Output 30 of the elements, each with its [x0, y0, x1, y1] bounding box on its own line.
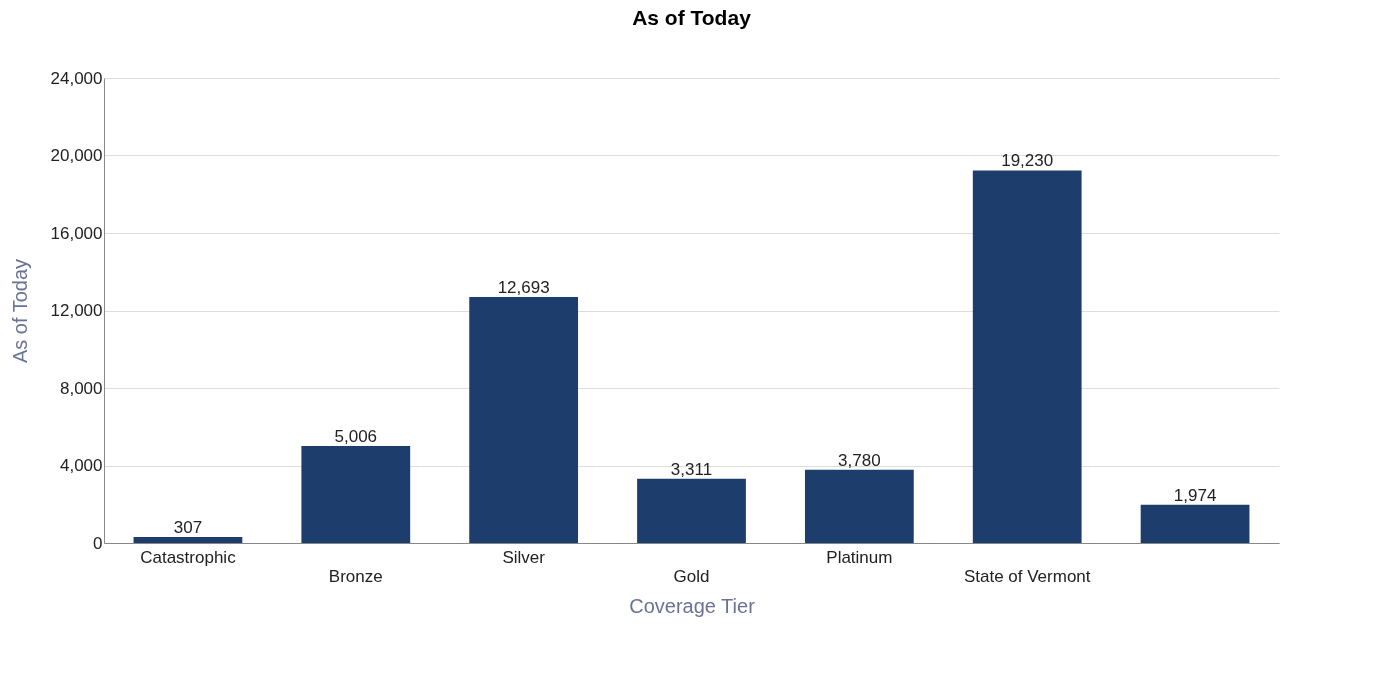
- x-tick-label: Silver: [502, 547, 546, 567]
- bar: [469, 297, 579, 543]
- x-tick-label: Platinum: [826, 547, 893, 567]
- data-label: 19,230: [1001, 151, 1054, 171]
- y-tick-label: 24,000: [50, 68, 103, 88]
- x-tick-label: State of Vermont: [963, 566, 1091, 586]
- chart-title: As of Today: [632, 6, 752, 29]
- data-label: 5,006: [334, 427, 378, 447]
- bar: [1140, 504, 1250, 543]
- y-axis-title: As of Today: [8, 258, 31, 364]
- bar: [301, 446, 411, 543]
- data-label: 3,780: [838, 450, 881, 470]
- y-tick-label: 12,000: [50, 301, 103, 320]
- data-label: 12,693: [497, 278, 550, 298]
- y-tick-label: 8,000: [59, 378, 103, 398]
- y-tick-label: 4,000: [59, 456, 103, 475]
- y-tick-label: 0: [93, 533, 103, 553]
- data-label: 307: [173, 518, 203, 538]
- data-label: 1,974: [1173, 485, 1217, 505]
- bar: [133, 537, 243, 543]
- x-tick-label: Bronze: [328, 566, 383, 586]
- bar: [804, 469, 914, 543]
- y-tick-label: 20,000: [50, 146, 103, 165]
- data-label: 3,311: [670, 459, 713, 479]
- x-tick-label: Catastrophic: [140, 547, 237, 567]
- x-tick-label: Gold: [673, 566, 710, 586]
- bar: [972, 170, 1082, 543]
- x-axis-title: Coverage Tier: [629, 594, 756, 617]
- bar: [637, 478, 746, 543]
- y-tick-label: 16,000: [50, 223, 103, 243]
